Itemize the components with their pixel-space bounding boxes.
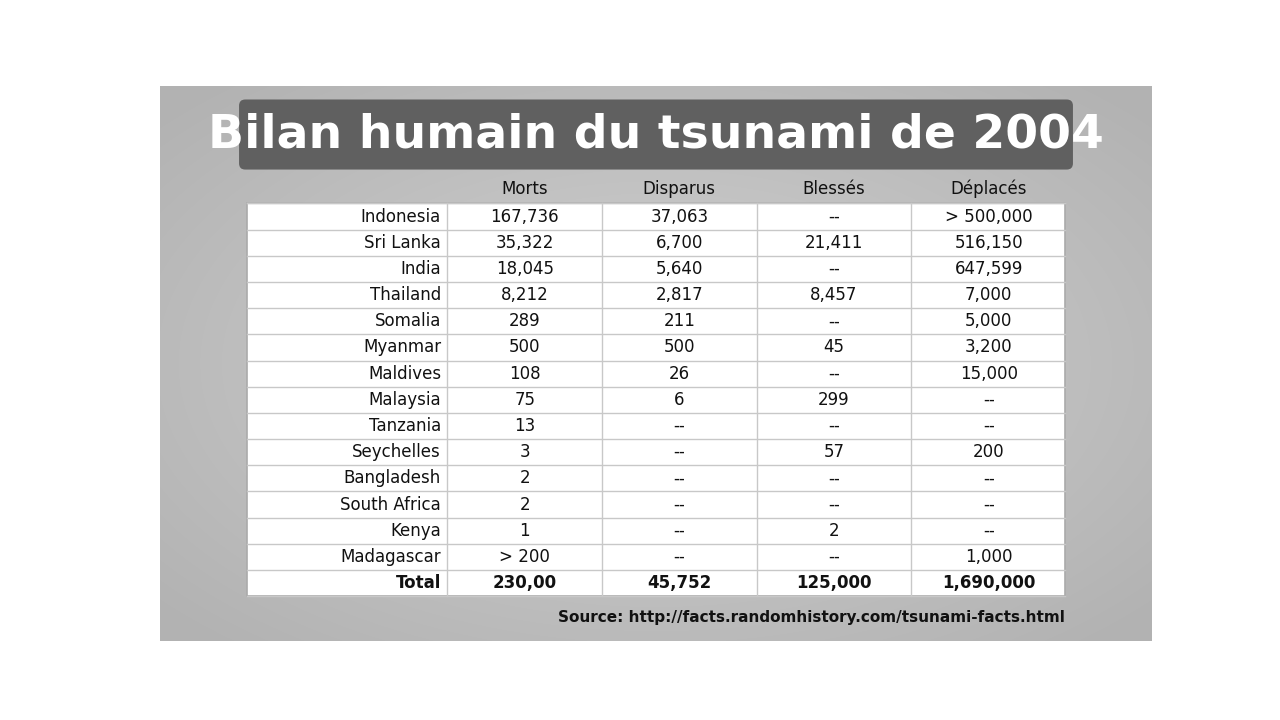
Text: Sri Lanka: Sri Lanka [365,234,442,252]
Text: --: -- [828,207,840,225]
Text: --: -- [983,495,995,513]
Text: 200: 200 [973,443,1005,461]
Text: --: -- [828,312,840,330]
Text: South Africa: South Africa [340,495,442,513]
Text: Seychelles: Seychelles [352,443,442,461]
Text: 299: 299 [818,391,850,409]
Text: 3: 3 [520,443,530,461]
Text: --: -- [983,391,995,409]
Text: Déplacés: Déplacés [951,180,1027,199]
Text: 230,00: 230,00 [493,574,557,592]
Text: Thailand: Thailand [370,286,442,304]
Text: --: -- [673,469,685,487]
Text: 647,599: 647,599 [955,260,1023,278]
Text: 1: 1 [520,522,530,540]
Text: --: -- [673,548,685,566]
Text: Source: http://facts.randomhistory.com/tsunami-facts.html: Source: http://facts.randomhistory.com/t… [558,611,1065,626]
Text: 3,200: 3,200 [965,338,1012,356]
Text: 167,736: 167,736 [490,207,559,225]
Text: 289: 289 [509,312,540,330]
Text: 5,640: 5,640 [655,260,703,278]
Text: 108: 108 [509,364,540,382]
Text: --: -- [828,364,840,382]
Text: 26: 26 [668,364,690,382]
Text: 2: 2 [520,495,530,513]
Text: 6,700: 6,700 [655,234,703,252]
Text: --: -- [983,417,995,435]
Text: > 500,000: > 500,000 [945,207,1033,225]
Text: 8,457: 8,457 [810,286,858,304]
Text: Myanmar: Myanmar [364,338,442,356]
Text: 2,817: 2,817 [655,286,703,304]
Text: 15,000: 15,000 [960,364,1018,382]
Text: 18,045: 18,045 [495,260,554,278]
Text: Disparus: Disparus [643,180,716,198]
Text: 500: 500 [663,338,695,356]
Text: Bangladesh: Bangladesh [344,469,442,487]
Text: 21,411: 21,411 [805,234,863,252]
Text: Kenya: Kenya [390,522,442,540]
Text: 2: 2 [520,469,530,487]
Text: 45: 45 [823,338,845,356]
Text: 516,150: 516,150 [955,234,1023,252]
Text: Indonesia: Indonesia [361,207,442,225]
Text: India: India [401,260,442,278]
Text: 5,000: 5,000 [965,312,1012,330]
Text: --: -- [673,495,685,513]
Text: Madagascar: Madagascar [340,548,442,566]
Text: Somalia: Somalia [375,312,442,330]
Text: --: -- [673,443,685,461]
Text: Tanzania: Tanzania [369,417,442,435]
Text: --: -- [828,260,840,278]
Text: Malaysia: Malaysia [369,391,442,409]
Text: 8,212: 8,212 [500,286,549,304]
Text: 57: 57 [823,443,845,461]
Text: --: -- [828,469,840,487]
Text: 13: 13 [515,417,535,435]
Text: 35,322: 35,322 [495,234,554,252]
FancyBboxPatch shape [239,99,1073,169]
Text: 45,752: 45,752 [648,574,712,592]
Text: 125,000: 125,000 [796,574,872,592]
Text: Morts: Morts [502,180,548,198]
Bar [247,204,1065,596]
Text: 2: 2 [828,522,840,540]
Text: 1,690,000: 1,690,000 [942,574,1036,592]
Text: --: -- [673,522,685,540]
Text: Blessés: Blessés [803,180,865,198]
Text: 1,000: 1,000 [965,548,1012,566]
Text: --: -- [828,417,840,435]
Text: --: -- [828,548,840,566]
Text: --: -- [828,495,840,513]
Text: --: -- [983,469,995,487]
Text: Total: Total [396,574,442,592]
Text: > 200: > 200 [499,548,550,566]
Text: --: -- [673,417,685,435]
Text: 211: 211 [663,312,695,330]
Text: 75: 75 [515,391,535,409]
Text: 7,000: 7,000 [965,286,1012,304]
Text: Maldives: Maldives [367,364,442,382]
Text: 6: 6 [675,391,685,409]
Text: 37,063: 37,063 [650,207,708,225]
Text: --: -- [983,522,995,540]
Text: 500: 500 [509,338,540,356]
Text: Bilan humain du tsunami de 2004: Bilan humain du tsunami de 2004 [209,112,1103,157]
